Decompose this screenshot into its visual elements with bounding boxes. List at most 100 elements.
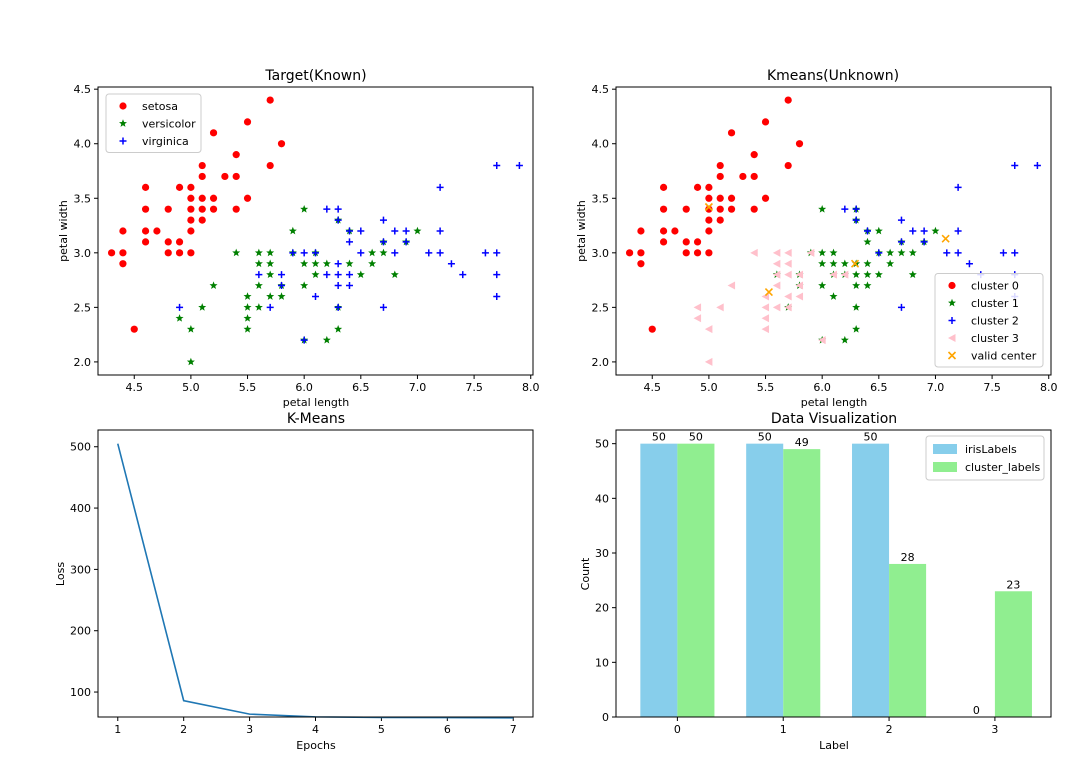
bar-value-label: 50 [689,431,703,444]
y-axis-label: Count [579,557,592,590]
data-point [727,129,736,137]
y-tick-label: 3.0 [74,247,92,260]
data-point [266,248,275,257]
x-tick-label: 6.0 [295,381,313,394]
data-point [965,260,973,268]
data-point [243,118,252,126]
data-point [266,303,274,311]
data-point [863,270,872,279]
data-point [187,216,195,224]
data-point [266,259,275,268]
data-point [447,260,455,268]
data-point [795,140,804,148]
data-point [300,281,309,289]
legend-label: versicolor [142,118,196,131]
data-point [357,249,365,257]
legend-label: valid center [971,350,1037,363]
y-axis-label: Loss [54,562,67,586]
loss-line [116,443,514,719]
data-point [671,227,679,235]
x-tick-label: 7.5 [465,381,483,394]
x-tick-label: 8.0 [1040,381,1058,394]
tick-layer: 2.0 2.5 3.0 3.5 4.0 4.5 4.5 5.0 5.5 6.0 6.5 7.0 7.5 8… [74,83,540,394]
data-point [300,336,308,344]
data-point [198,216,206,224]
x-tick-label: 4.5 [126,381,144,394]
data-point [659,183,668,191]
data-point [413,226,422,235]
data-point [232,248,241,257]
plot-title: Data Visualization [771,411,897,427]
y-tick-label: 2.0 [74,356,92,369]
data-point [345,238,353,246]
y-tick-label: 10 [595,656,609,669]
data-point [323,205,331,213]
plot-title: Target(Known) [264,68,366,84]
data-point [818,204,827,213]
data-point [637,260,645,268]
data-point [784,248,792,257]
data-point [716,194,724,202]
data-point [254,259,263,268]
legend-label: irisLabels [965,443,1017,456]
data-point [705,227,713,235]
data-point [931,226,940,235]
data-point [164,238,172,246]
data-point [829,259,838,268]
data-point [784,303,792,312]
x-tick-label: 2 [180,723,187,736]
y-tick-label: 400 [70,502,91,515]
legend-label: cluster_labels [965,461,1041,474]
data-point [300,249,308,257]
x-tick-label: 5.5 [757,381,775,394]
data-point [209,281,218,289]
x-tick-label: 7 [510,723,517,736]
data-point [772,259,781,268]
data-point [209,129,218,137]
data-point [266,161,274,170]
data-point [761,118,770,126]
tick-layer: 0 10 20 30 40 50 0 1 2 3 [595,438,998,736]
data-point [266,270,275,279]
data-point [186,324,195,333]
data-point [311,270,320,279]
bar [889,563,927,717]
data-point [852,270,861,279]
data-point [278,271,286,279]
data-point [795,281,804,290]
data-point [829,248,838,257]
data-point [863,281,872,289]
panel-kmeans-unknown: Kmeans(Unknown) petal length petal width… [575,68,1057,409]
data-point [875,249,883,257]
data-point [772,270,781,279]
data-point [345,259,354,268]
data-point [1011,162,1019,170]
data-point [897,238,905,246]
data-point [322,335,331,344]
data-point [254,281,263,289]
x-tick-label: 0 [674,723,681,736]
data-point [852,324,861,333]
marks-layer [625,96,1041,366]
data-point [943,249,951,257]
data-point [852,303,861,311]
data-point [153,227,161,235]
data-point [716,303,724,312]
data-point [863,259,872,268]
plot-frame [615,429,1052,718]
data-point [704,357,713,366]
legend-label: cluster 1 [971,297,1019,310]
bar [852,443,890,717]
data-point [164,205,172,213]
data-point [682,238,690,246]
data-point [772,303,781,312]
data-point [739,172,747,181]
bar [746,443,784,717]
data-point [198,205,206,213]
y-tick-label: 50 [595,438,609,451]
x-tick-label: 7.5 [983,381,1001,394]
data-point [232,205,240,213]
data-point [322,259,331,268]
data-point [368,259,377,268]
data-point [425,249,433,257]
